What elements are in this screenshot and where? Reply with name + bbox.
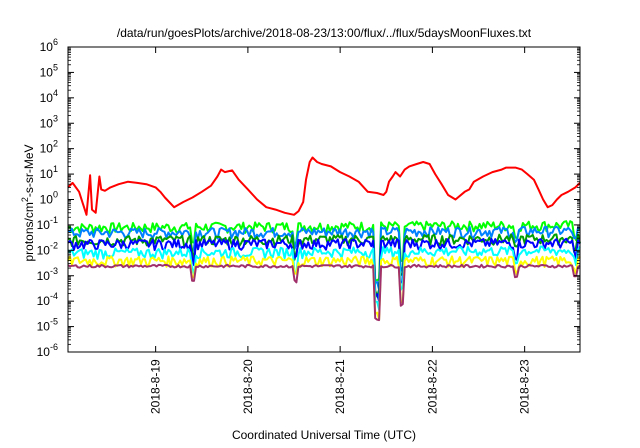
series-layer (67, 156, 581, 322)
y-tick-label: 100 (40, 190, 58, 207)
x-tick-label: 2018-8-20 (241, 359, 255, 414)
y-tick-base: 10 (37, 320, 51, 334)
series-line-8 (67, 263, 581, 322)
y-tick-base: 10 (40, 193, 54, 207)
y-tick-exp: -1 (50, 215, 58, 225)
y-tick-exp: -5 (50, 317, 58, 327)
series-line-6 (67, 245, 581, 311)
y-tick-exp: 0 (53, 190, 58, 200)
y-tick-label: 10-6 (37, 342, 58, 359)
svg-text:protons/cm2-s-sr-MeV: protons/cm2-s-sr-MeV (20, 144, 36, 261)
y-tick-exp: -4 (50, 291, 58, 301)
chart-title: /data/run/goesPlots/archive/2018-08-23/1… (117, 26, 532, 40)
y-tick-exp: 2 (53, 139, 58, 149)
y-axis-label-suffix: -s-sr-MeV (22, 144, 36, 197)
y-tick-exp: -3 (50, 266, 58, 276)
x-tick-label: 2018-8-23 (518, 359, 532, 414)
y-tick-base: 10 (40, 40, 54, 54)
plot-frame (67, 46, 581, 353)
y-axis-label: protons/cm2-s-sr-MeV (20, 144, 36, 261)
y-tick-label: 103 (40, 113, 58, 130)
y-tick-exp: 6 (53, 37, 58, 47)
y-tick-base: 10 (37, 269, 51, 283)
axis-layer: 10-610-510-410-310-210-11001011021031041… (37, 37, 580, 414)
x-tick-label: 2018-8-19 (149, 359, 163, 414)
y-tick-exp: 4 (53, 88, 58, 98)
y-tick-base: 10 (40, 116, 54, 130)
y-tick-label: 102 (40, 139, 58, 156)
y-tick-label: 10-1 (37, 215, 58, 232)
y-tick-base: 10 (40, 142, 54, 156)
x-tick-label: 2018-8-22 (425, 359, 439, 414)
y-tick-label: 10-5 (37, 317, 58, 334)
y-tick-exp: 3 (53, 113, 58, 123)
x-axis-label: Coordinated Universal Time (UTC) (232, 428, 416, 442)
y-tick-label: 10-2 (37, 240, 58, 257)
y-tick-base: 10 (37, 243, 51, 257)
y-tick-exp: -2 (50, 240, 58, 250)
y-tick-label: 105 (40, 62, 58, 79)
y-tick-exp: 5 (53, 62, 58, 72)
series-line-7 (67, 255, 581, 321)
series-line-3 (67, 225, 581, 291)
y-tick-base: 10 (40, 167, 54, 181)
series-line-5 (67, 237, 581, 303)
y-tick-label: 10-3 (37, 266, 58, 283)
y-tick-base: 10 (40, 91, 54, 105)
y-tick-label: 101 (40, 164, 58, 181)
y-tick-base: 10 (40, 65, 54, 79)
y-axis-label-prefix: protons/cm (22, 202, 36, 261)
y-tick-exp: 1 (53, 164, 58, 174)
y-tick-exp: -6 (50, 342, 58, 352)
y-tick-label: 106 (40, 37, 58, 54)
y-tick-label: 104 (40, 88, 58, 105)
x-tick-label: 2018-8-21 (333, 359, 347, 414)
y-axis-label-sup: 2 (20, 197, 30, 202)
series-line-1 (67, 156, 581, 216)
y-tick-base: 10 (37, 218, 51, 232)
y-tick-base: 10 (37, 345, 51, 359)
y-tick-base: 10 (37, 294, 51, 308)
y-tick-label: 10-4 (37, 291, 58, 308)
